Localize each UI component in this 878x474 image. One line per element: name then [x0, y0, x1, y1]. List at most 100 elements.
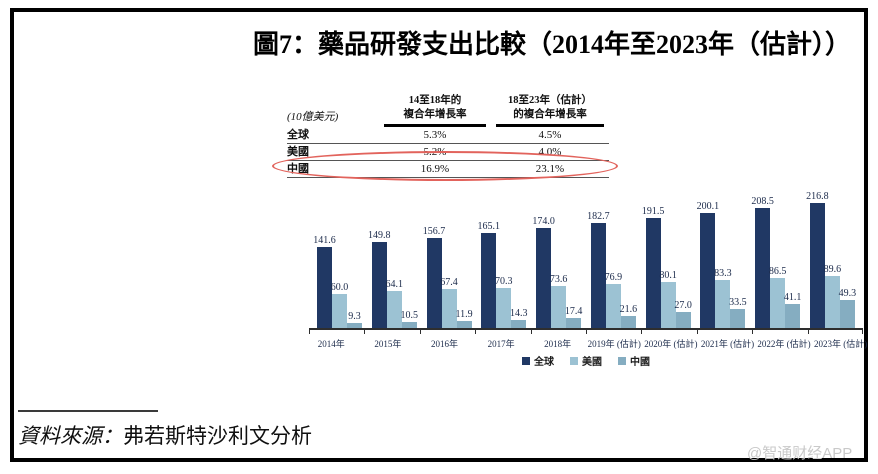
- bar: [770, 278, 786, 328]
- bar-group: 149.8 64.1 10.5: [368, 190, 419, 328]
- bar: [496, 287, 512, 328]
- bar-column: 216.8: [806, 190, 829, 328]
- figure-title: 圖7：藥品研發支出比較（2014年至2023年（估計））: [253, 30, 852, 59]
- table-header-cagr-14-18: 14至18年的 複合年增長率: [384, 94, 486, 128]
- bar: [730, 308, 746, 328]
- bar-value-label: 86.5: [768, 266, 787, 278]
- source-text: 弗若斯特沙利文分析: [123, 424, 312, 448]
- bar-group: 141.6 60.0 9.3: [313, 190, 362, 328]
- bar-column: 83.3: [714, 190, 732, 328]
- bar: [456, 321, 472, 328]
- bar: [386, 291, 402, 328]
- bar-value-label: 11.9: [455, 309, 473, 321]
- bar-column: 182.7: [587, 190, 610, 328]
- bar-value-label: 67.4: [440, 277, 458, 289]
- axis-tick: [586, 330, 587, 334]
- legend-label: 美國: [582, 357, 602, 368]
- bar-column: 165.1: [478, 190, 500, 328]
- table-row-china-label: 中國: [287, 161, 379, 179]
- legend-swatch-icon: [618, 356, 626, 365]
- table-row-us-label: 美國: [287, 144, 379, 162]
- watermark-text: @智通财经APP: [747, 445, 853, 462]
- bar: [371, 241, 387, 328]
- bar-column: 60.0: [331, 190, 348, 328]
- bar: [590, 222, 606, 328]
- bar-group: 156.7 67.4 11.9: [423, 190, 473, 328]
- bar-column: 174.0: [532, 190, 555, 328]
- bar-value-label: 73.6: [549, 273, 568, 285]
- bar-group: 216.8 89.6 49.3: [806, 190, 856, 328]
- axis-tick: [862, 330, 863, 334]
- bar-group: 208.5 86.5 41.1: [751, 190, 802, 328]
- bar-value-label: 208.5: [751, 196, 774, 208]
- bar: [551, 285, 567, 328]
- bar-value-label: 216.8: [806, 191, 829, 203]
- bar-column: 67.4: [440, 190, 458, 328]
- x-axis-label: 2014年: [317, 339, 345, 349]
- bar-column: 149.8: [368, 190, 391, 328]
- table-row-china-cagr2: 23.1%: [491, 161, 609, 179]
- x-axis-label: 2016年: [430, 339, 458, 349]
- bar-value-label: 174.0: [532, 215, 555, 227]
- bar-value-label: 141.6: [313, 234, 336, 246]
- x-axis-label: 2019年 (估計): [587, 339, 641, 349]
- axis-tick: [309, 330, 310, 334]
- bar-value-label: 182.7: [587, 210, 610, 222]
- bar-group: 174.0 73.6 17.4: [532, 190, 582, 328]
- table-unit-label: (10億美元): [287, 111, 339, 124]
- bar-value-label: 76.9: [604, 271, 623, 283]
- bar-column: 49.3: [839, 190, 856, 328]
- x-axis-label: 2022年 (估計): [757, 339, 811, 349]
- bar-value-label: 191.5: [641, 205, 665, 217]
- bar-column: 11.9: [455, 190, 473, 328]
- table-row-china-cagr1: 16.9%: [379, 161, 491, 179]
- source-divider-line: [18, 410, 158, 412]
- axis-tick: [808, 330, 809, 334]
- legend-swatch-icon: [522, 356, 530, 365]
- bar-value-label: 9.3: [348, 310, 361, 322]
- legend-item: 全球: [522, 353, 554, 368]
- bar-value-label: 149.8: [368, 229, 391, 241]
- bar-column: 33.5: [729, 190, 747, 328]
- bar: [347, 322, 362, 328]
- table-row-global-cagr1: 5.3%: [379, 127, 491, 145]
- bar-value-label: 200.1: [696, 200, 720, 212]
- bar: [332, 293, 347, 328]
- bar-column: 10.5: [400, 190, 419, 328]
- bar-column: 41.1: [783, 190, 802, 328]
- bar-column: 27.0: [674, 190, 692, 328]
- chart-legend: 全球 美國 中國: [309, 353, 863, 368]
- bar-value-label: 10.5: [400, 309, 419, 321]
- axis-tick: [641, 330, 642, 334]
- bar: [785, 304, 801, 328]
- x-axis-label: 2017年: [487, 339, 515, 349]
- cagr-table: (10億美元) 14至18年的 複合年增長率 18至23年（估計） 的複合年增長…: [287, 94, 609, 179]
- bar-group: 182.7 76.9 21.6: [587, 190, 637, 328]
- bar: [401, 321, 417, 328]
- bar-value-label: 70.3: [495, 275, 513, 287]
- bar: [660, 281, 676, 328]
- bar: [715, 280, 731, 328]
- source-note: 資料來源：弗若斯特沙利文分析: [18, 420, 312, 450]
- x-axis-labels: 2014年 2015年 2016年 2017年 2018年 2019年 (估計) 2020年…: [303, 337, 869, 350]
- x-axis-label: 2023年 (估計): [814, 339, 868, 349]
- bar-group: 191.5 80.1 27.0: [642, 190, 692, 328]
- bar-column: 80.1: [659, 190, 677, 328]
- bar-value-label: 41.1: [783, 292, 802, 304]
- axis-tick: [364, 330, 365, 334]
- bar: [481, 233, 497, 328]
- bar: [675, 312, 691, 328]
- table-row-global-cagr2: 4.5%: [491, 127, 609, 145]
- bar: [536, 227, 552, 328]
- bar: [605, 283, 621, 328]
- bar-column: 141.6: [313, 190, 336, 328]
- bar-group: 165.1 70.3 14.3: [478, 190, 528, 328]
- bar-value-label: 33.5: [729, 296, 747, 308]
- source-label: 資料來源：: [18, 424, 123, 448]
- x-axis-label: 2015年: [374, 339, 402, 349]
- axis-tick: [697, 330, 698, 334]
- bar-column: 156.7: [423, 190, 445, 328]
- bar: [824, 276, 840, 328]
- axis-tick: [752, 330, 753, 334]
